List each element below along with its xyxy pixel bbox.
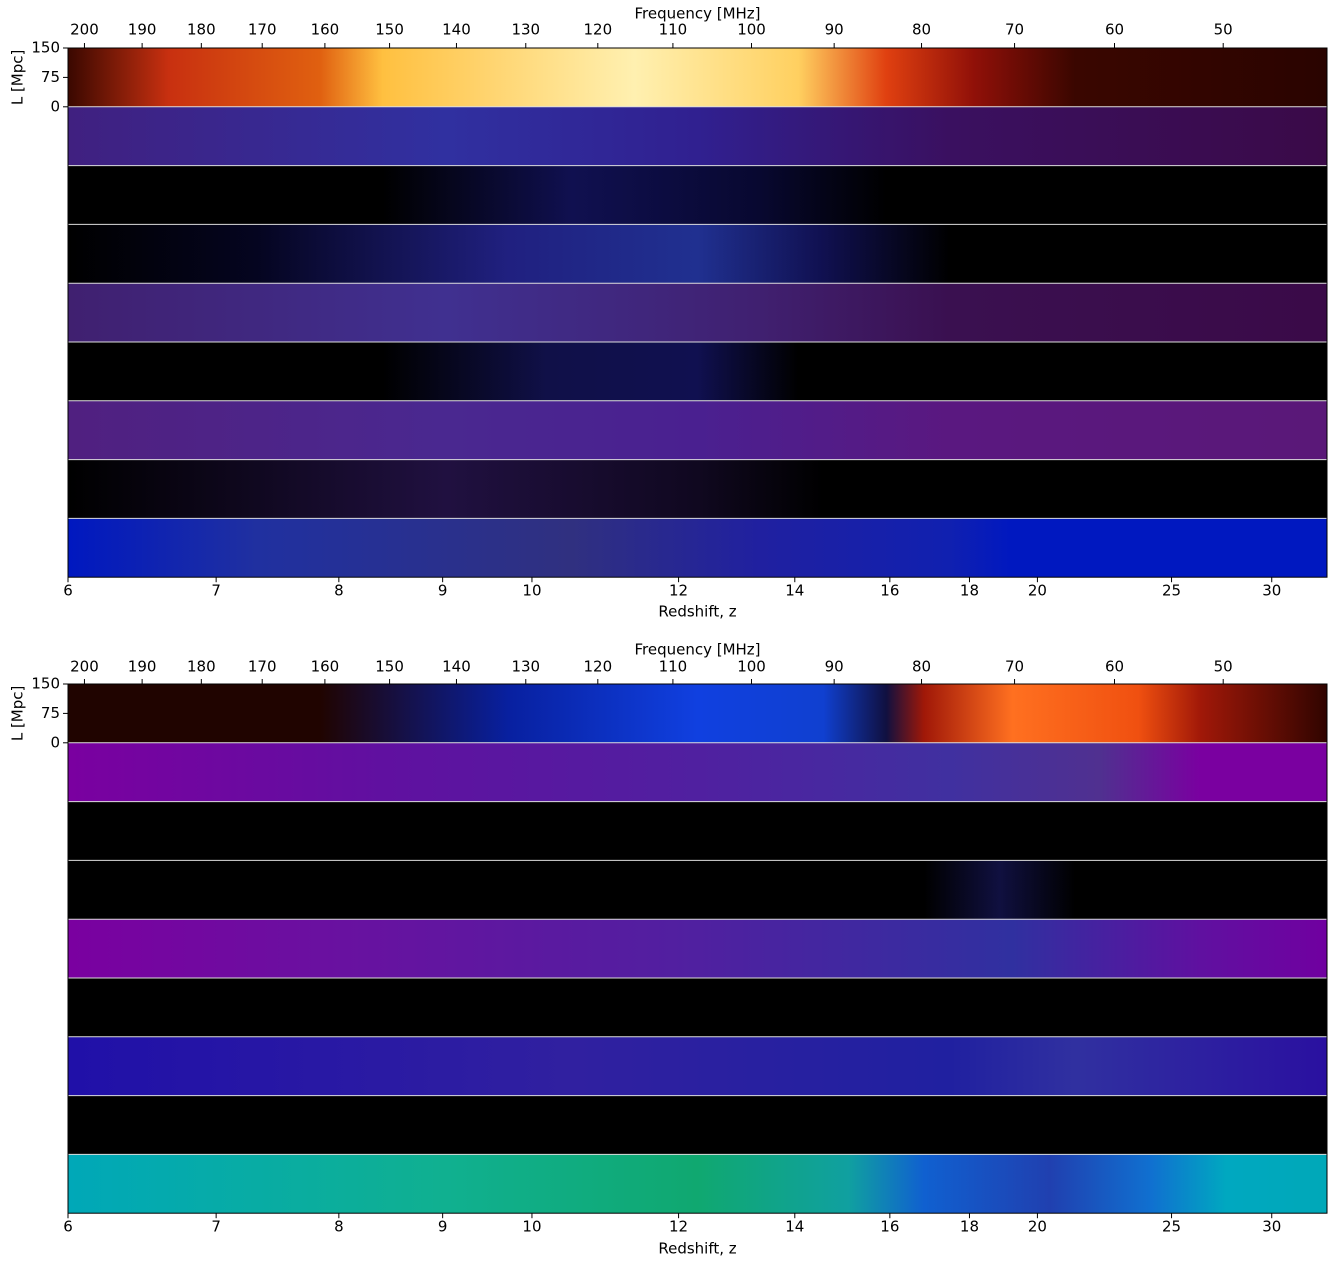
x2-tick-label: 160 <box>311 658 340 676</box>
x2-tick-label: 190 <box>128 21 157 39</box>
image-strip <box>68 166 1327 225</box>
x-tick-label: 14 <box>785 582 804 600</box>
x-tick-label: 8 <box>334 582 344 600</box>
image-strip <box>68 860 1327 919</box>
x-tick-label: 25 <box>1162 1218 1181 1236</box>
x-tick-label: 10 <box>522 582 541 600</box>
y-tick-label: 150 <box>31 675 60 693</box>
x-tick-label: 20 <box>1028 1218 1047 1236</box>
x2-tick-label: 150 <box>375 658 404 676</box>
y-tick-label: 0 <box>50 97 60 115</box>
x2-tick-label: 180 <box>187 658 216 676</box>
x2-tick-label: 190 <box>128 658 157 676</box>
x-tick-label: 6 <box>63 1218 73 1236</box>
y-tick-label: 0 <box>50 733 60 751</box>
x-tick-label: 20 <box>1028 582 1047 600</box>
x-tick-label: 16 <box>880 1218 899 1236</box>
x2-axis-label: Frequency [MHz] <box>634 5 760 23</box>
image-strip <box>68 1154 1327 1213</box>
x-tick-label: 18 <box>960 582 979 600</box>
image-strip <box>68 978 1327 1037</box>
x2-tick-label: 130 <box>511 21 540 39</box>
x2-tick-label: 110 <box>659 21 688 39</box>
x2-tick-label: 120 <box>583 21 612 39</box>
x-axis-label: Redshift, z <box>658 603 736 621</box>
x2-tick-label: 60 <box>1105 658 1124 676</box>
x2-tick-label: 70 <box>1005 658 1024 676</box>
y-axis-label: L [Mpc] <box>9 686 27 742</box>
y-tick-label: 75 <box>41 704 60 722</box>
x2-tick-label: 90 <box>825 21 844 39</box>
x-tick-label: 14 <box>785 1218 804 1236</box>
x2-tick-label: 110 <box>659 658 688 676</box>
x2-tick-label: 160 <box>311 21 340 39</box>
x-tick-label: 7 <box>211 582 221 600</box>
figure: 67891012141618202530Redshift, z200190180… <box>0 0 1333 1261</box>
x2-tick-label: 150 <box>375 21 404 39</box>
image-strip <box>68 802 1327 861</box>
x2-tick-label: 170 <box>248 21 277 39</box>
image-strip <box>68 919 1327 978</box>
image-strip <box>68 401 1327 460</box>
x-tick-label: 30 <box>1262 582 1281 600</box>
x-tick-label: 10 <box>522 1218 541 1236</box>
x2-tick-label: 200 <box>70 658 99 676</box>
x-tick-label: 25 <box>1162 582 1181 600</box>
y-tick-label: 150 <box>31 39 60 57</box>
x2-tick-label: 170 <box>248 658 277 676</box>
panel: 6 7 8 9 10 12 14 16 18 20 25 30 Redshift, z 200 190 180… <box>9 641 1328 1258</box>
x-tick-label: 30 <box>1262 1218 1281 1236</box>
x-tick-label: 7 <box>211 1218 221 1236</box>
x-tick-label: 6 <box>63 582 73 600</box>
x-tick-label: 9 <box>438 1218 448 1236</box>
x2-tick-label: 120 <box>583 658 612 676</box>
image-strip <box>68 48 1327 107</box>
image-strip <box>68 1037 1327 1096</box>
x-axis-label: Redshift, z <box>658 1240 736 1258</box>
x-tick-label: 9 <box>438 582 448 600</box>
x2-tick-label: 70 <box>1005 21 1024 39</box>
x2-tick-label: 140 <box>442 21 471 39</box>
image-strip <box>68 342 1327 401</box>
x-tick-label: 8 <box>334 1218 344 1236</box>
image-strip <box>68 107 1327 166</box>
x2-tick-label: 60 <box>1105 21 1124 39</box>
image-strip <box>68 1096 1327 1155</box>
x2-tick-label: 140 <box>442 658 471 676</box>
image-strip <box>68 743 1327 802</box>
x2-tick-label: 50 <box>1214 21 1233 39</box>
image-strip <box>68 460 1327 519</box>
x2-tick-label: 100 <box>737 658 766 676</box>
x2-tick-label: 50 <box>1214 658 1233 676</box>
y-tick-label: 75 <box>41 68 60 86</box>
image-strip <box>68 518 1327 577</box>
image-strip <box>68 684 1327 743</box>
x2-tick-label: 180 <box>187 21 216 39</box>
x2-tick-label: 80 <box>912 21 931 39</box>
x2-tick-label: 100 <box>737 21 766 39</box>
x-tick-label: 16 <box>880 582 899 600</box>
x-tick-label: 18 <box>960 1218 979 1236</box>
x-tick-label: 12 <box>669 582 688 600</box>
y-axis-label: L [Mpc] <box>9 50 27 106</box>
x-tick-label: 12 <box>669 1218 688 1236</box>
x2-axis-label: Frequency [MHz] <box>634 641 760 659</box>
image-strip <box>68 224 1327 283</box>
x2-tick-label: 80 <box>912 658 931 676</box>
image-strip <box>68 283 1327 342</box>
x2-tick-label: 90 <box>825 658 844 676</box>
panel: 6 7 8 9 10 12 14 16 18 20 25 30 Redshift, z 200 190 180… <box>9 5 1328 621</box>
x2-tick-label: 130 <box>511 658 540 676</box>
x2-tick-label: 200 <box>70 21 99 39</box>
